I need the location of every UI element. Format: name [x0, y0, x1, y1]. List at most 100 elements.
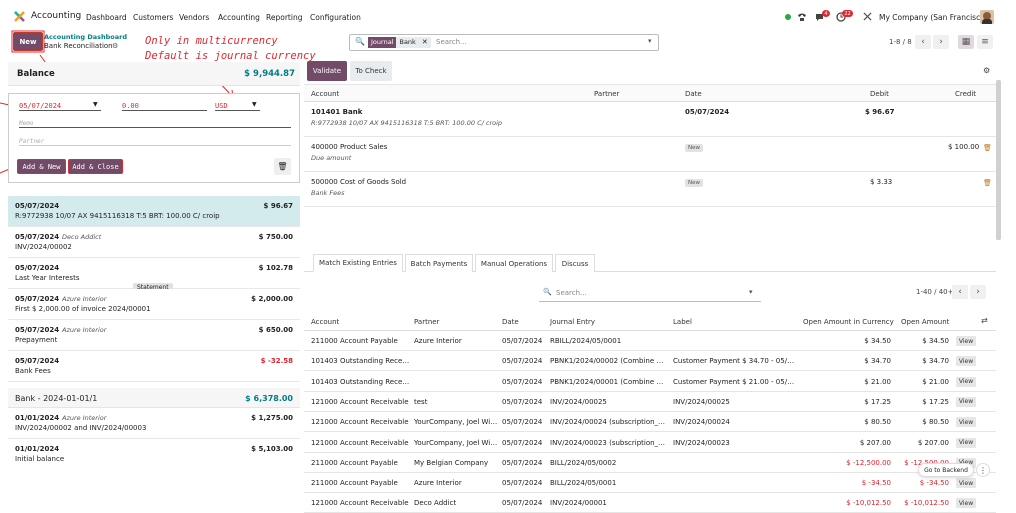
- add-new-button[interactable]: Add & New: [17, 159, 66, 174]
- kanban-view-icon[interactable]: ▦: [958, 35, 974, 49]
- more-options-icon[interactable]: ⋮: [976, 463, 990, 477]
- tab-manual-operations[interactable]: Manual Operations: [475, 254, 553, 272]
- phone-icon[interactable]: [797, 12, 807, 22]
- match-row[interactable]: 101403 Outstanding Receipts 05/07/2024 PBN…: [304, 351, 996, 372]
- statement-date: 05/07/2024: [15, 202, 60, 210]
- search-facet[interactable]: Journal Bank ✕: [368, 37, 431, 48]
- facet-remove-icon[interactable]: ✕: [418, 37, 431, 48]
- col-date: Date: [685, 90, 702, 98]
- pager-value[interactable]: 1-8 / 8: [889, 38, 912, 46]
- view-button[interactable]: View: [956, 437, 976, 448]
- match-pager[interactable]: 1-40 / 40+: [916, 288, 954, 296]
- amount-field[interactable]: 0.00: [122, 102, 207, 111]
- view-button[interactable]: View: [956, 336, 976, 346]
- trash-icon[interactable]: 🗑: [983, 179, 992, 187]
- statement-label: Initial balance: [15, 455, 65, 463]
- pager-prev-icon[interactable]: ‹: [915, 35, 931, 49]
- view-button[interactable]: View: [956, 498, 976, 509]
- match-search-input[interactable]: Search...: [556, 289, 587, 297]
- entry-line[interactable]: 101401 Bank R:9772938 10/07 AX 941511631…: [304, 102, 996, 137]
- tools-icon[interactable]: [863, 12, 872, 21]
- match-row[interactable]: 121000 Account Receivable YourCompany, Jo…: [304, 412, 996, 433]
- statement-tag: Statement: [133, 283, 173, 292]
- pager-next-icon[interactable]: ›: [933, 35, 949, 49]
- entry-line[interactable]: 400000 Product Sales Due amount New $ 10…: [304, 137, 996, 172]
- settings-gear-icon[interactable]: ⚙: [983, 66, 991, 75]
- to-check-button[interactable]: To Check: [350, 61, 392, 81]
- match-row[interactable]: 211000 Account Payable Azure Interior 05/0…: [304, 331, 996, 351]
- currency-field[interactable]: USD: [215, 102, 260, 111]
- list-view-icon[interactable]: ≡: [977, 35, 993, 49]
- match-search-bar[interactable]: 🔍 Search... ▾: [539, 285, 761, 302]
- view-button[interactable]: View: [956, 376, 976, 387]
- chat-icon[interactable]: [815, 12, 825, 22]
- menu-configuration[interactable]: Configuration: [310, 13, 361, 22]
- statement-line[interactable]: 05/07/2024 Last Year Interests $ 102.78 …: [8, 258, 300, 292]
- view-button[interactable]: View: [956, 356, 976, 367]
- balance-label: Balance: [17, 69, 55, 79]
- top-navbar: Accounting Dashboard Customers Vendors A…: [0, 0, 1016, 34]
- user-avatar[interactable]: [980, 10, 994, 24]
- add-close-button[interactable]: Add & Close: [68, 159, 123, 174]
- statement-partner: Azure Interior: [62, 414, 107, 422]
- menu-customers[interactable]: Customers: [133, 13, 174, 22]
- clock-activity-icon[interactable]: [836, 12, 846, 22]
- match-row[interactable]: 121000 Account Receivable YourCompany, Jo…: [304, 433, 996, 453]
- memo-field[interactable]: Memo: [19, 120, 291, 128]
- menu-vendors[interactable]: Vendors: [179, 13, 210, 22]
- match-row[interactable]: 211000 Account Payable Azure Interior 05/0…: [304, 473, 996, 494]
- facet-label: Journal: [368, 37, 397, 48]
- view-button[interactable]: View: [956, 457, 976, 468]
- menu-reporting[interactable]: Reporting: [266, 13, 303, 22]
- match-row[interactable]: 101403 Outstanding Receipts 05/07/2024 PBN…: [304, 372, 996, 392]
- tab-match-existing[interactable]: Match Existing Entries: [313, 254, 403, 272]
- date-dropdown-icon[interactable]: ▼: [93, 101, 98, 108]
- trash-icon[interactable]: 🗑: [274, 158, 291, 175]
- company-switcher[interactable]: My Company (San Francisco): [879, 13, 988, 22]
- statement-line[interactable]: 05/07/2024 Azure Interior Prepayment $ 6…: [8, 320, 300, 351]
- validate-button[interactable]: Validate: [307, 61, 347, 81]
- match-open-amount: $ 34.50: [922, 337, 949, 345]
- statement-line[interactable]: 01/01/2024 Initial balance $ 5,103.00: [8, 439, 300, 470]
- gear-icon[interactable]: ⚙: [112, 42, 119, 50]
- match-row[interactable]: 211000 Account Payable My Belgian Company…: [304, 453, 996, 473]
- match-search-dropdown-icon[interactable]: ▾: [749, 288, 753, 296]
- statement-group-header[interactable]: Bank - 2024-01-01/1 $ 6,378.00: [8, 388, 300, 408]
- match-date: 05/07/2024: [502, 499, 543, 508]
- trash-icon[interactable]: 🗑: [983, 144, 992, 152]
- column-settings-icon[interactable]: ⇄: [981, 316, 988, 325]
- currency-dropdown-icon[interactable]: ▼: [252, 101, 257, 108]
- match-next-icon[interactable]: ›: [970, 285, 986, 299]
- menu-accounting[interactable]: Accounting: [218, 13, 260, 22]
- statement-label: R:9772938 10/07 AX 9415116318 T:5 BRT: 1…: [15, 212, 220, 220]
- lines-scrollbar[interactable]: [996, 80, 1001, 240]
- view-button[interactable]: View: [956, 417, 976, 428]
- menu-dashboard[interactable]: Dashboard: [86, 13, 127, 22]
- breadcrumb-parent[interactable]: Accounting Dashboard: [44, 33, 127, 41]
- statement-line[interactable]: 05/07/2024 Bank Fees $ -32.58: [8, 351, 300, 382]
- app-logo-icon[interactable]: [14, 11, 25, 22]
- entry-line[interactable]: 500000 Cost of Goods Sold Bank Fees New …: [304, 172, 996, 207]
- search-input[interactable]: Search...: [436, 38, 467, 46]
- app-name[interactable]: Accounting: [31, 11, 82, 21]
- go-to-backend-button[interactable]: Go to Backend: [918, 463, 974, 477]
- date-field[interactable]: 05/07/2024: [19, 102, 101, 111]
- match-row[interactable]: 121000 Account Receivable test 05/07/2024 I…: [304, 392, 996, 412]
- tab-discuss[interactable]: Discuss: [555, 254, 595, 272]
- match-account: 101403 Outstanding Receipts: [311, 377, 411, 386]
- new-button[interactable]: New: [13, 32, 43, 51]
- match-prev-icon[interactable]: ‹: [952, 285, 968, 299]
- search-dropdown-icon[interactable]: ▾: [648, 37, 652, 45]
- statement-line[interactable]: 05/07/2024 Deco Addict INV/2024/00002 $ …: [8, 227, 300, 258]
- tab-batch-payments[interactable]: Batch Payments: [405, 254, 473, 272]
- statement-line[interactable]: 05/07/2024 Azure Interior First $ 2,000.…: [8, 289, 300, 320]
- statement-label: INV/2024/00002: [15, 243, 72, 251]
- statement-line[interactable]: 05/07/2024 R:9772938 10/07 AX 9415116318…: [8, 196, 300, 227]
- statement-line[interactable]: 01/01/2024 Azure Interior INV/2024/00002…: [8, 408, 300, 439]
- view-button[interactable]: View: [956, 396, 976, 407]
- partner-field[interactable]: Partner: [19, 138, 291, 146]
- search-bar[interactable]: 🔍 Journal Bank ✕ Search... ▾: [349, 34, 659, 51]
- view-button[interactable]: View: [956, 478, 976, 489]
- match-account: 121000 Account Receivable: [311, 418, 409, 427]
- match-row[interactable]: 121000 Account Receivable Deco Addict 05/0…: [304, 493, 996, 513]
